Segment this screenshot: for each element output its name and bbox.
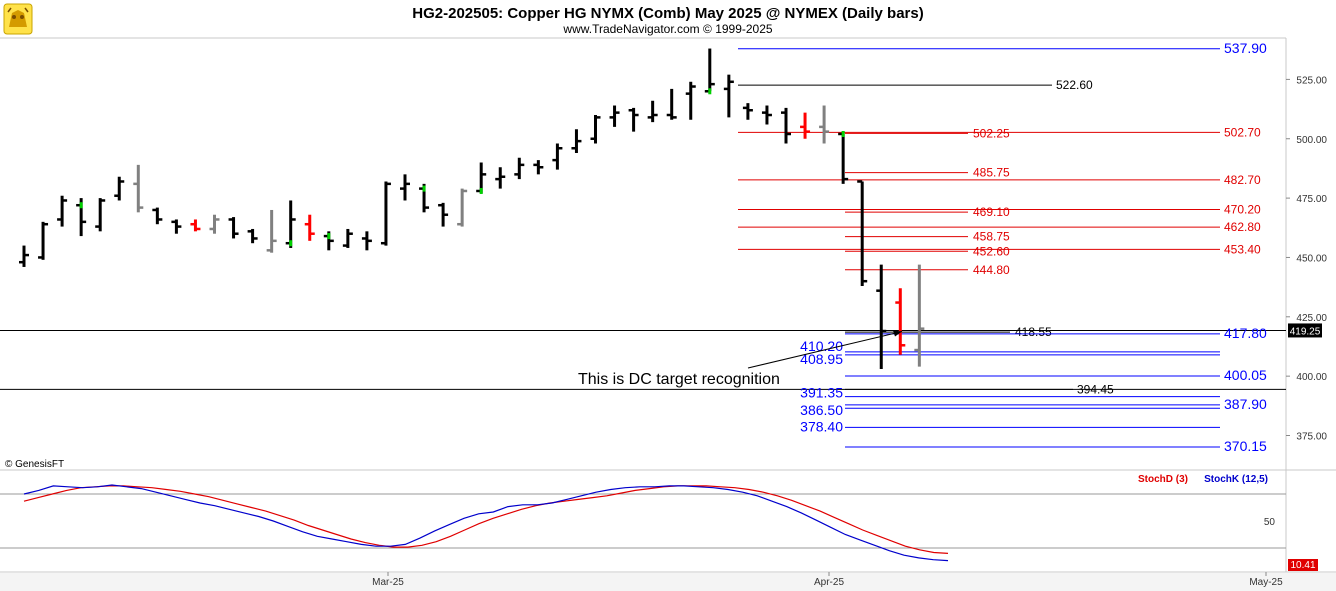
stochk-line: [23, 484, 949, 562]
watermark-label: © GenesisFT: [5, 459, 64, 470]
level-label-410.20: 410.20: [800, 338, 843, 354]
chart-title: HG2-202505: Copper HG NYMX (Comb) May 20…: [412, 5, 923, 22]
level-label-462.80: 462.80: [1224, 220, 1261, 234]
level-label-387.90: 387.90: [1224, 396, 1267, 412]
level-label-394.45: 394.45: [1077, 382, 1114, 396]
price-axis-label: 500.00: [1296, 135, 1327, 146]
price-axis-label: 450.00: [1296, 253, 1327, 264]
level-label-378.40: 378.40: [800, 418, 843, 434]
price-axis-label: 525.00: [1296, 75, 1327, 86]
stochd-legend: StochD (3): [1138, 474, 1188, 485]
level-label-537.90: 537.90: [1224, 40, 1267, 56]
date-axis-strip: [0, 573, 1336, 591]
level-label-502.70: 502.70: [1224, 125, 1261, 139]
level-label-370.15: 370.15: [1224, 438, 1267, 454]
level-label-470.20: 470.20: [1224, 202, 1261, 216]
price-axis-label: 400.00: [1296, 372, 1327, 383]
level-label-386.50: 386.50: [800, 402, 843, 418]
osc-last-value-box: [1288, 559, 1318, 571]
osc-last-value-label: 10.41: [1290, 560, 1315, 571]
price-axis-label: 475.00: [1296, 194, 1327, 205]
date-axis-label: Apr-25: [814, 577, 844, 588]
date-axis-label: Mar-25: [372, 577, 404, 588]
level-label-417.80: 417.80: [1224, 325, 1267, 341]
osc-axis-label: 50: [1264, 517, 1276, 528]
price-axis-label: 375.00: [1296, 432, 1327, 443]
level-label-522.60: 522.60: [1056, 78, 1093, 92]
level-label-482.70: 482.70: [1224, 173, 1261, 187]
last-price-label: 419.25: [1290, 326, 1321, 337]
level-label-418.55: 418.55: [1015, 325, 1052, 339]
date-axis-label: May-25: [1249, 577, 1283, 588]
last-price-box: [1288, 323, 1322, 338]
annotation-arrowhead: [893, 330, 902, 337]
level-label-458.75: 458.75: [973, 230, 1010, 244]
level-label-408.95: 408.95: [800, 351, 843, 367]
level-label-444.80: 444.80: [973, 263, 1010, 277]
level-label-485.75: 485.75: [973, 166, 1010, 180]
stochk-legend: StochK (12,5): [1204, 474, 1268, 485]
stochd-line: [23, 485, 949, 554]
chart-subtitle: www.TradeNavigator.com © 1999-2025: [562, 22, 772, 36]
title-bar: [0, 0, 1336, 38]
level-label-469.10: 469.10: [973, 205, 1010, 219]
annotation-text: This is DC target recognition: [578, 371, 780, 388]
annotation-arrow-line: [747, 331, 903, 369]
level-label-453.40: 453.40: [1224, 242, 1261, 256]
level-label-391.35: 391.35: [800, 385, 843, 401]
level-label-452.60: 452.60: [973, 244, 1010, 258]
level-label-502.25: 502.25: [973, 126, 1010, 140]
bull-and-bear-logo-icon: [3, 3, 33, 35]
price-axis-label: 425.00: [1296, 313, 1327, 324]
level-label-400.05: 400.05: [1224, 367, 1267, 383]
